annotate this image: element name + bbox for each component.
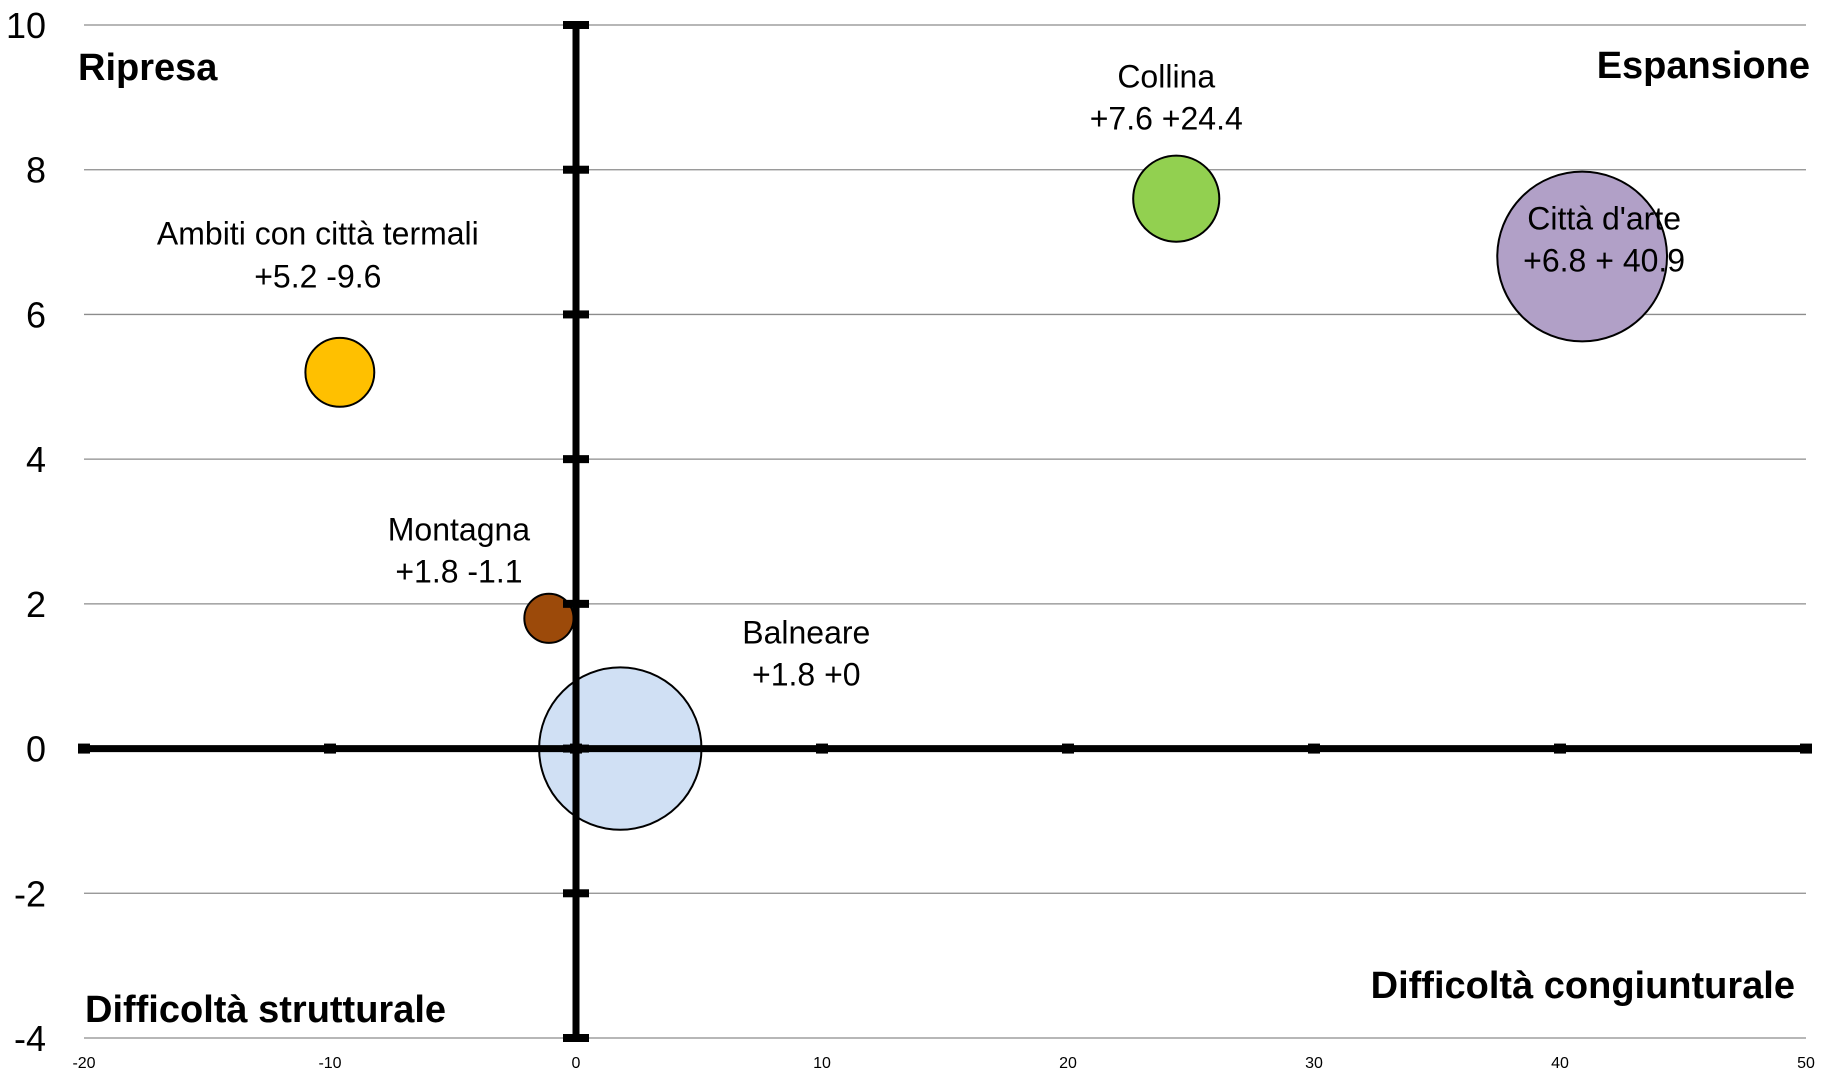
y-axis-tick: [563, 889, 589, 898]
y-tick-labels: -4 -2 0 2 4 6 8 10: [6, 5, 46, 1059]
bubble-value-label: +1.8 +0: [752, 657, 861, 693]
x-axis-tick: [324, 743, 336, 754]
y-axis-tick: [563, 1034, 589, 1042]
x-tick-label: 0: [572, 1055, 581, 1072]
quadrant-label-top-left: Ripresa: [78, 47, 218, 89]
y-axis-tick: [563, 744, 589, 753]
y-axis-tick: [563, 21, 589, 29]
bubble-name-label: Città d'arte: [1527, 201, 1681, 237]
x-axis-tick: [816, 743, 828, 754]
y-tick-label: 4: [26, 439, 46, 480]
bubble-value-label: +1.8 -1.1: [395, 553, 522, 589]
grid-lines: [84, 24, 1806, 1039]
bubble-citt-d-arte: [1496, 170, 1669, 343]
x-tick-label: 40: [1551, 1055, 1569, 1072]
x-tick-label: -10: [318, 1055, 341, 1072]
x-axis-tick: [1308, 743, 1320, 754]
y-tick-label: -2: [14, 873, 46, 914]
x-axis-tick: [78, 743, 90, 754]
bubble-labels: Ambiti con città termali +5.2 -9.6 Montagn…: [157, 59, 1685, 693]
quadrant-labels: Ripresa Espansione Difficoltà struttural…: [78, 45, 1810, 1031]
y-tick-label: 2: [26, 584, 46, 625]
y-tick-label: -4: [14, 1018, 46, 1059]
bubble-name-label: Collina: [1117, 59, 1215, 95]
y-tick-label: 8: [26, 150, 46, 191]
x-tick-label: 10: [813, 1055, 831, 1072]
x-tick-label: 50: [1797, 1055, 1815, 1072]
bubble-ambiti-con-citt-termali: [304, 336, 376, 408]
x-axis-tick: [1554, 743, 1566, 754]
y-tick-label: 10: [6, 5, 46, 46]
quadrant-label-bottom-right: Difficoltà congiunturale: [1371, 965, 1795, 1007]
x-tick-label: 30: [1305, 1055, 1323, 1072]
x-tick-label: 20: [1059, 1055, 1077, 1072]
x-axis-tick: [1062, 743, 1074, 754]
y-axis-tick: [563, 165, 589, 174]
bubble-name-label: Balneare: [742, 615, 870, 651]
quadrant-label-top-right: Espansione: [1597, 45, 1810, 87]
bubble-value-label: +6.8 + 40.9: [1523, 243, 1685, 279]
y-axis-tick: [563, 455, 589, 464]
y-axis-tick: [563, 599, 589, 608]
y-axis-tick: [563, 310, 589, 319]
x-tick-labels: -20 -10 0 10 20 30 40 50: [72, 1055, 1815, 1072]
bubbles: [304, 154, 1669, 831]
axes: [78, 21, 1812, 1042]
quadrant-label-bottom-left: Difficoltà strutturale: [85, 989, 446, 1031]
y-tick-label: 0: [26, 729, 46, 770]
bubble-value-label: +7.6 +24.4: [1090, 101, 1243, 137]
bubble-name-label: Montagna: [388, 511, 531, 547]
y-tick-label: 6: [26, 294, 46, 335]
bubble-value-label: +5.2 -9.6: [254, 258, 381, 294]
x-tick-label: -20: [72, 1055, 95, 1072]
bubble-collina: [1132, 154, 1221, 243]
bubble-name-label: Ambiti con città termali: [157, 215, 479, 251]
x-axis-tick: [1800, 743, 1812, 754]
